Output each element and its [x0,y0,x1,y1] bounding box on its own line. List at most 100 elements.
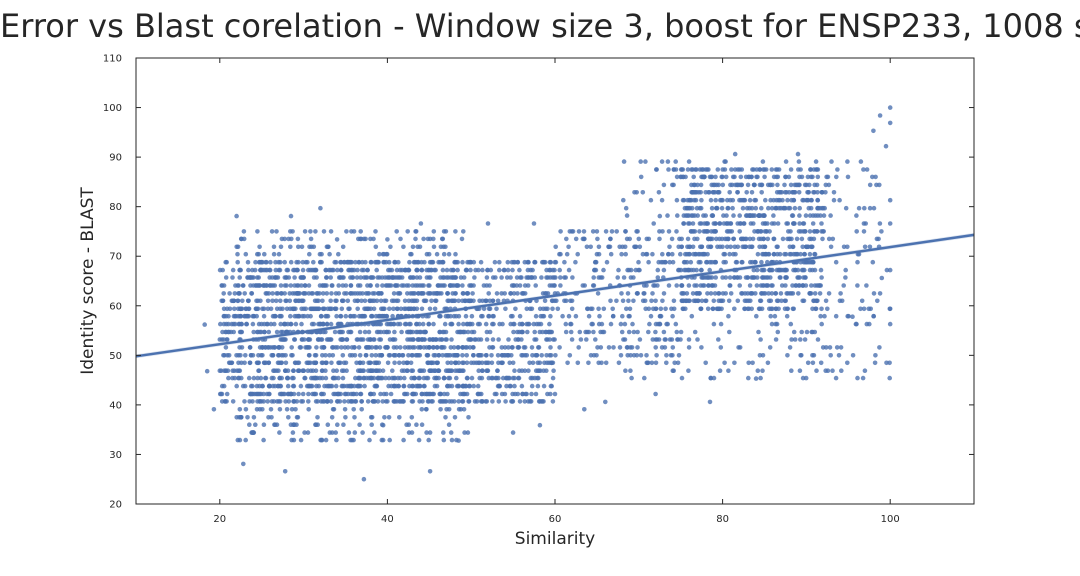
data-point [412,291,418,296]
data-point [418,368,423,374]
data-point [628,275,634,280]
data-point [399,329,404,335]
data-point [370,399,376,404]
data-point [669,306,674,312]
data-point [405,337,410,342]
data-point [730,205,735,211]
data-point [490,337,496,342]
data-point [445,291,450,296]
data-point [631,329,637,335]
data-point [465,430,471,435]
data-point [246,375,252,381]
data-point [288,259,294,265]
data-point [243,353,248,358]
data-point [661,329,667,335]
data-point [727,329,732,335]
data-point [815,167,821,172]
data-point [332,259,338,265]
data-point [365,337,371,342]
data-point [511,329,516,335]
data-point [724,213,729,218]
data-point [274,329,280,335]
data-point [526,368,531,374]
data-point [747,205,752,211]
data-point [644,236,650,242]
data-point [225,337,230,342]
data-point [434,251,440,257]
data-point [428,391,433,397]
data-point [823,368,828,374]
data-point [646,329,651,335]
data-point [616,360,622,366]
data-point [707,275,713,280]
data-point [768,275,773,280]
data-point [292,422,297,428]
data-point [591,353,597,358]
data-point [355,368,361,374]
data-point [339,368,345,374]
data-point [749,306,754,312]
data-point [293,407,298,412]
data-point [633,267,639,273]
data-point [797,221,802,226]
data-point [393,353,399,358]
data-point [313,391,319,397]
data-point [299,244,305,250]
data-point [441,430,446,435]
data-point [429,298,434,304]
data-point [532,259,537,265]
data-point [386,353,392,358]
data-point [510,267,515,273]
data-point [663,306,668,312]
data-point [432,375,437,381]
data-point [686,337,692,342]
data-point [619,251,624,257]
data-point [469,360,474,366]
data-point [821,213,827,218]
data-point [339,337,345,342]
data-point [661,291,667,296]
data-point [653,298,658,304]
data-point [370,368,376,374]
data-point [732,360,737,366]
data-point [739,236,744,242]
data-point [780,236,786,242]
data-point [222,399,228,404]
data-point [391,291,397,296]
data-point [711,375,717,381]
data-point [513,337,518,342]
data-point [294,313,300,319]
data-point [288,213,294,219]
data-point [621,275,627,280]
data-point [367,298,373,304]
data-point [302,313,307,319]
data-point [510,360,516,366]
data-point [584,244,590,250]
data-point [425,360,431,366]
data-point [810,259,816,265]
data-point [298,345,304,350]
data-point [469,283,474,288]
data-point [653,345,658,350]
data-point [286,399,292,404]
data-point [887,306,893,312]
data-point [254,329,260,335]
data-point [652,283,658,288]
data-point [493,375,499,381]
data-point [413,229,419,234]
data-point [588,244,593,250]
data-point [266,291,272,296]
data-point [244,321,249,327]
data-point [680,167,686,172]
data-point [787,345,793,350]
data-point [313,360,319,366]
data-point [797,368,803,374]
data-point [629,375,634,381]
data-point [706,283,711,288]
data-point [611,345,616,350]
data-point [519,321,525,327]
data-point [517,399,523,404]
data-point [709,259,715,265]
data-point [445,313,451,319]
data-point [797,182,802,188]
